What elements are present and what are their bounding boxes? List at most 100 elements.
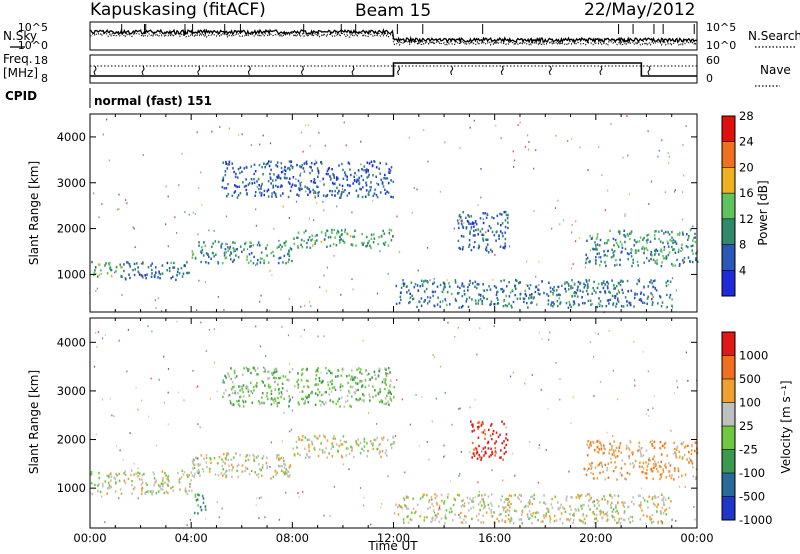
data-cell bbox=[459, 516, 461, 519]
data-cell bbox=[472, 452, 475, 455]
data-cell bbox=[278, 176, 281, 179]
nave-dip bbox=[197, 65, 201, 76]
data-cell bbox=[225, 251, 228, 254]
data-cell bbox=[317, 170, 320, 173]
data-cell bbox=[287, 470, 290, 473]
data-cell bbox=[359, 380, 361, 384]
noise-cell bbox=[479, 327, 481, 330]
data-cell bbox=[307, 193, 309, 196]
data-cell bbox=[260, 185, 263, 188]
data-cell bbox=[235, 185, 237, 188]
data-cell bbox=[318, 190, 320, 194]
data-cell bbox=[502, 305, 505, 308]
data-cell bbox=[333, 386, 336, 389]
data-cell bbox=[104, 480, 107, 483]
data-cell bbox=[615, 466, 617, 469]
data-cell bbox=[540, 520, 543, 523]
data-cell bbox=[198, 493, 200, 497]
data-cell bbox=[129, 265, 131, 268]
data-cell bbox=[251, 401, 254, 404]
data-cell bbox=[662, 470, 665, 473]
noise-cell bbox=[548, 338, 550, 341]
data-cell bbox=[621, 501, 623, 504]
noise-cell bbox=[533, 210, 535, 212]
data-cell bbox=[311, 442, 314, 445]
data-cell bbox=[599, 509, 602, 512]
frequency-trace bbox=[90, 62, 697, 77]
data-cell bbox=[578, 518, 581, 522]
data-cell bbox=[506, 304, 509, 308]
data-cell bbox=[331, 181, 334, 185]
noise-cell bbox=[512, 150, 514, 153]
data-cell bbox=[609, 229, 611, 233]
data-cell bbox=[613, 449, 615, 452]
data-cell bbox=[225, 162, 227, 165]
noise-cell bbox=[274, 380, 276, 383]
data-cell bbox=[599, 256, 602, 259]
noise-cell bbox=[460, 450, 462, 453]
data-cell bbox=[499, 456, 501, 459]
data-cell bbox=[254, 194, 256, 197]
data-cell bbox=[206, 465, 208, 469]
data-cell bbox=[657, 522, 659, 525]
data-cell bbox=[585, 253, 587, 257]
noise-cell bbox=[428, 458, 430, 461]
data-cell bbox=[350, 445, 352, 449]
data-cell bbox=[545, 515, 547, 518]
data-cell bbox=[94, 483, 96, 487]
data-cell bbox=[664, 509, 666, 512]
noise-cell bbox=[659, 464, 661, 467]
data-cell bbox=[263, 261, 265, 265]
data-cell bbox=[322, 379, 324, 383]
data-cell bbox=[472, 423, 474, 426]
noise-cell bbox=[449, 480, 452, 483]
noise-cell bbox=[260, 294, 262, 297]
noise-cell bbox=[550, 305, 552, 307]
noise-cell bbox=[142, 154, 144, 156]
data-cell bbox=[354, 172, 356, 175]
data-cell bbox=[474, 299, 477, 302]
data-cell bbox=[581, 503, 584, 507]
data-cell bbox=[530, 513, 532, 516]
nave-dip bbox=[450, 65, 454, 76]
data-cell bbox=[379, 191, 382, 194]
data-cell bbox=[359, 452, 362, 455]
data-cell bbox=[621, 246, 624, 249]
noise-cell bbox=[323, 209, 325, 212]
noise-cell bbox=[433, 511, 436, 514]
noise-cell bbox=[260, 496, 262, 499]
data-cell bbox=[346, 175, 348, 178]
noise-cell bbox=[325, 290, 327, 292]
data-cell bbox=[322, 194, 325, 197]
data-cell bbox=[620, 467, 623, 470]
data-cell bbox=[245, 366, 248, 370]
data-cell bbox=[627, 257, 629, 261]
data-cell bbox=[337, 375, 339, 378]
data-cell bbox=[306, 369, 309, 372]
data-cell bbox=[269, 385, 272, 389]
noise-cell bbox=[351, 211, 353, 214]
data-cell bbox=[646, 468, 648, 472]
data-cell bbox=[573, 291, 575, 295]
data-cell bbox=[465, 227, 468, 230]
noise-cell bbox=[363, 496, 365, 499]
data-cell bbox=[618, 450, 620, 453]
data-cell bbox=[467, 220, 470, 224]
data-cell bbox=[478, 293, 480, 296]
data-cell bbox=[270, 397, 273, 400]
noise-cell bbox=[692, 225, 694, 228]
noise-cell bbox=[514, 474, 516, 477]
data-cell bbox=[652, 258, 655, 262]
data-cell bbox=[507, 513, 510, 517]
data-cell bbox=[577, 507, 580, 511]
data-cell bbox=[325, 447, 327, 450]
noise-cell bbox=[288, 217, 290, 219]
data-cell bbox=[479, 297, 482, 301]
data-cell bbox=[297, 401, 300, 404]
noise-cell bbox=[492, 278, 494, 281]
data-cell bbox=[674, 447, 676, 451]
noise-cell bbox=[282, 205, 284, 208]
data-cell bbox=[467, 285, 469, 289]
data-cell bbox=[248, 182, 251, 185]
data-cell bbox=[145, 482, 147, 485]
